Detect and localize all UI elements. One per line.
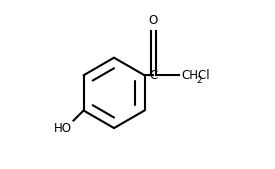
Text: CHCl: CHCl xyxy=(181,69,210,82)
Text: C: C xyxy=(149,69,158,82)
Text: 2: 2 xyxy=(197,76,202,85)
Text: HO: HO xyxy=(54,122,72,135)
Text: O: O xyxy=(149,14,158,27)
